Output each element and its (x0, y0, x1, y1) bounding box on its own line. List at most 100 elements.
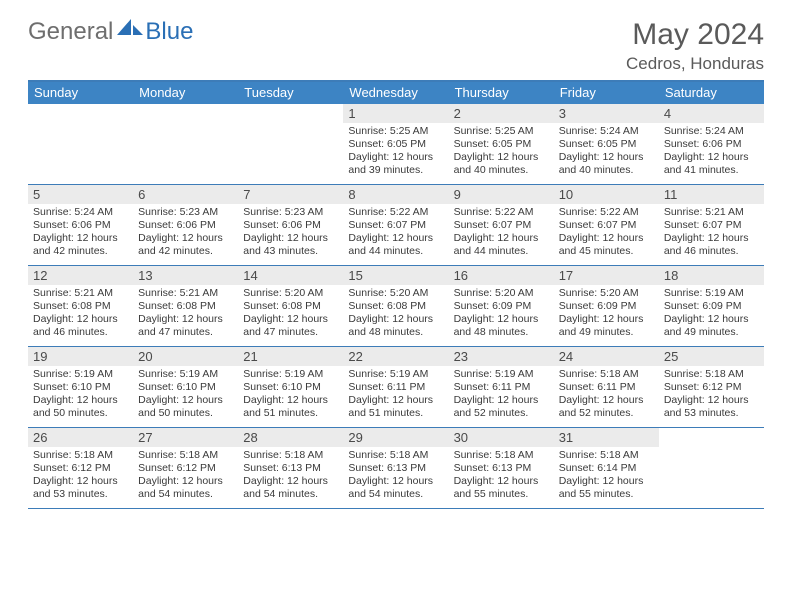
daylight-text: Daylight: 12 hours and 50 minutes. (138, 394, 233, 420)
day-cell: 14Sunrise: 5:20 AMSunset: 6:08 PMDayligh… (238, 266, 343, 346)
sunset-text: Sunset: 6:08 PM (138, 300, 233, 313)
day-cell: 12 Sunrise: 5:21 AMSunset: 6:08 PMDayligh… (28, 266, 133, 346)
weekday-label: Thursday (449, 82, 554, 104)
sunrise-text: Sunrise: 5:21 AM (33, 287, 128, 300)
day-cell: 3Sunrise: 5:24 AMSunset: 6:05 PMDaylight… (554, 104, 659, 184)
daylight-text: Daylight: 12 hours and 46 minutes. (33, 313, 128, 339)
day-cell: 16Sunrise: 5:20 AMSunset: 6:09 PMDayligh… (449, 266, 554, 346)
day-number: 24 (554, 347, 659, 366)
daylight-text: Daylight: 12 hours and 41 minutes. (664, 151, 759, 177)
sunset-text: Sunset: 6:08 PM (33, 300, 128, 313)
day-details: Sunrise: 5:18 AMSunset: 6:12 PMDaylight:… (659, 366, 764, 425)
day-cell: 27Sunrise: 5:18 AMSunset: 6:12 PMDayligh… (133, 428, 238, 508)
day-number: 20 (133, 347, 238, 366)
day-cell: 4Sunrise: 5:24 AMSunset: 6:06 PMDaylight… (659, 104, 764, 184)
sunset-text: Sunset: 6:11 PM (559, 381, 654, 394)
sunrise-text: Sunrise: 5:20 AM (348, 287, 443, 300)
day-details: Sunrise: 5:22 AMSunset: 6:07 PMDaylight:… (449, 204, 554, 263)
sunset-text: Sunset: 6:07 PM (348, 219, 443, 232)
day-cell: 18Sunrise: 5:19 AMSunset: 6:09 PMDayligh… (659, 266, 764, 346)
sunrise-text: Sunrise: 5:25 AM (348, 125, 443, 138)
day-number: 3 (554, 104, 659, 123)
day-details: Sunrise: 5:20 AMSunset: 6:09 PMDaylight:… (449, 285, 554, 344)
day-details: Sunrise: 5:18 AMSunset: 6:13 PMDaylight:… (449, 447, 554, 506)
daylight-text: Daylight: 12 hours and 40 minutes. (454, 151, 549, 177)
weeks: 1Sunrise: 5:25 AMSunset: 6:05 PMDaylight… (28, 104, 764, 509)
day-details: Sunrise: 5:20 AMSunset: 6:08 PMDaylight:… (238, 285, 343, 344)
sunrise-text: Sunrise: 5:20 AM (243, 287, 338, 300)
daylight-text: Daylight: 12 hours and 54 minutes. (348, 475, 443, 501)
day-number: 12 (28, 266, 133, 285)
sunrise-text: Sunrise: 5:19 AM (138, 368, 233, 381)
daylight-text: Daylight: 12 hours and 52 minutes. (454, 394, 549, 420)
day-number (659, 428, 764, 447)
daylight-text: Daylight: 12 hours and 51 minutes. (348, 394, 443, 420)
day-number: 25 (659, 347, 764, 366)
sunrise-text: Sunrise: 5:19 AM (243, 368, 338, 381)
day-number: 21 (238, 347, 343, 366)
day-cell: 24Sunrise: 5:18 AMSunset: 6:11 PMDayligh… (554, 347, 659, 427)
daylight-text: Daylight: 12 hours and 48 minutes. (348, 313, 443, 339)
sunrise-text: Sunrise: 5:19 AM (664, 287, 759, 300)
sunrise-text: Sunrise: 5:18 AM (664, 368, 759, 381)
daylight-text: Daylight: 12 hours and 44 minutes. (454, 232, 549, 258)
day-details: Sunrise: 5:18 AMSunset: 6:12 PMDaylight:… (28, 447, 133, 506)
sunrise-text: Sunrise: 5:18 AM (33, 449, 128, 462)
sunrise-text: Sunrise: 5:21 AM (664, 206, 759, 219)
day-cell: 5Sunrise: 5:24 AMSunset: 6:06 PMDaylight… (28, 185, 133, 265)
sunset-text: Sunset: 6:11 PM (454, 381, 549, 394)
day-number: 16 (449, 266, 554, 285)
day-cell: 22Sunrise: 5:19 AMSunset: 6:11 PMDayligh… (343, 347, 448, 427)
day-number: 18 (659, 266, 764, 285)
week-row: 12Sunrise: 5:21 AMSunset: 6:08 PMDayligh… (28, 266, 764, 347)
day-number: 29 (343, 428, 448, 447)
day-details: Sunrise: 5:18 AMSunset: 6:13 PMDaylight:… (343, 447, 448, 506)
sunrise-text: Sunrise: 5:19 AM (454, 368, 549, 381)
day-cell: 19Sunrise: 5:19 AMSunset: 6:10 PMDayligh… (28, 347, 133, 427)
day-cell: 6Sunrise: 5:23 AMSunset: 6:06 PMDaylight… (133, 185, 238, 265)
day-cell: 2Sunrise: 5:25 AMSunset: 6:05 PMDaylight… (449, 104, 554, 184)
daylight-text: Daylight: 12 hours and 47 minutes. (243, 313, 338, 339)
daylight-text: Daylight: 12 hours and 40 minutes. (559, 151, 654, 177)
daylight-text: Daylight: 12 hours and 55 minutes. (559, 475, 654, 501)
daylight-text: Daylight: 12 hours and 50 minutes. (33, 394, 128, 420)
week-row: 1Sunrise: 5:25 AMSunset: 6:05 PMDaylight… (28, 104, 764, 185)
daylight-text: Daylight: 12 hours and 48 minutes. (454, 313, 549, 339)
day-cell (133, 104, 238, 184)
day-cell: 1Sunrise: 5:25 AMSunset: 6:05 PMDaylight… (343, 104, 448, 184)
sunrise-text: Sunrise: 5:22 AM (454, 206, 549, 219)
day-details: Sunrise: 5:24 AMSunset: 6:06 PMDaylight:… (28, 204, 133, 263)
day-number: 9 (449, 185, 554, 204)
day-cell: 23Sunrise: 5:19 AMSunset: 6:11 PMDayligh… (449, 347, 554, 427)
day-cell: 13Sunrise: 5:21 AMSunset: 6:08 PMDayligh… (133, 266, 238, 346)
daylight-text: Daylight: 12 hours and 54 minutes. (243, 475, 338, 501)
day-number: 7 (238, 185, 343, 204)
day-number: 17 (554, 266, 659, 285)
sunset-text: Sunset: 6:09 PM (454, 300, 549, 313)
sunset-text: Sunset: 6:09 PM (664, 300, 759, 313)
day-number (28, 104, 133, 123)
day-cell (28, 104, 133, 184)
title-block: May 2024 Cedros, Honduras (626, 18, 764, 74)
weekday-label: Monday (133, 82, 238, 104)
weekday-label: Wednesday (343, 82, 448, 104)
day-details: Sunrise: 5:19 AMSunset: 6:11 PMDaylight:… (343, 366, 448, 425)
day-details: Sunrise: 5:22 AMSunset: 6:07 PMDaylight:… (343, 204, 448, 263)
day-cell: 29Sunrise: 5:18 AMSunset: 6:13 PMDayligh… (343, 428, 448, 508)
day-cell: 8Sunrise: 5:22 AMSunset: 6:07 PMDaylight… (343, 185, 448, 265)
logo-sail-icon (117, 17, 143, 42)
day-details: Sunrise: 5:19 AMSunset: 6:11 PMDaylight:… (449, 366, 554, 425)
sunrise-text: Sunrise: 5:19 AM (33, 368, 128, 381)
daylight-text: Daylight: 12 hours and 42 minutes. (33, 232, 128, 258)
sunset-text: Sunset: 6:07 PM (454, 219, 549, 232)
daylight-text: Daylight: 12 hours and 53 minutes. (33, 475, 128, 501)
sunset-text: Sunset: 6:10 PM (138, 381, 233, 394)
sunset-text: Sunset: 6:06 PM (138, 219, 233, 232)
day-details: Sunrise: 5:18 AMSunset: 6:11 PMDaylight:… (554, 366, 659, 425)
sunrise-text: Sunrise: 5:25 AM (454, 125, 549, 138)
sunset-text: Sunset: 6:13 PM (454, 462, 549, 475)
daylight-text: Daylight: 12 hours and 39 minutes. (348, 151, 443, 177)
week-row: 19Sunrise: 5:19 AMSunset: 6:10 PMDayligh… (28, 347, 764, 428)
day-details: Sunrise: 5:20 AMSunset: 6:09 PMDaylight:… (554, 285, 659, 344)
daylight-text: Daylight: 12 hours and 55 minutes. (454, 475, 549, 501)
